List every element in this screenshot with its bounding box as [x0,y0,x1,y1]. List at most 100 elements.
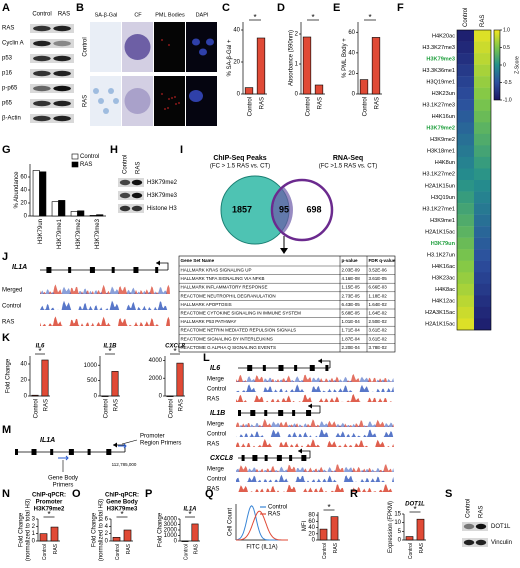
row-label: H3.3K36me1 [422,68,455,74]
y-tick-label: 0 [94,394,98,400]
legend-swatch [71,153,79,160]
crystal-violet-well [124,88,151,114]
nucleus [192,38,200,46]
y-tick-label: 5 [398,529,402,535]
gene-exon [241,455,245,461]
column-label: RAS [480,15,486,27]
y-tick-label: 80 [308,513,315,519]
stained-cell [98,98,104,104]
gene-exon [15,449,18,455]
y-tick-label: 4 [105,524,109,530]
gene-exon [292,410,296,416]
significance: * [188,510,191,519]
coverage-track [236,484,394,492]
column-label: PML Bodies [155,12,185,18]
bar [39,171,47,217]
table-cell: 3.52E-06 [369,267,388,272]
pml-body [168,44,170,46]
legend-label: Control [268,505,287,511]
bar [77,210,85,217]
row-label: H3K9me1 [430,218,455,224]
gene-exon [68,267,72,273]
heatmap-cell [457,156,474,169]
gene-name: CXCL8 [210,455,233,462]
bar [166,395,174,397]
row-label: H4K8un [435,160,455,166]
y-axis-label: Cell Count [228,508,234,536]
table-cell: REACTOME NEUTROPHIL DEGRANULATION [181,293,276,298]
heatmap-cell [457,191,474,204]
blot-band [131,192,143,199]
row-label: H2A3K15ac [425,310,455,316]
venn-title: (FC > 1.5 RAS vs. CT) [210,164,270,170]
micrograph [90,22,121,72]
bar [359,79,369,95]
gene-exon [50,449,54,455]
gene-exon [238,410,241,416]
x-tick-label: Control [306,97,312,116]
blot-band [53,85,71,92]
gene-exon [276,455,282,461]
coverage-track [236,419,394,427]
column-label: RAS [479,506,485,518]
x-tick-label: Control [104,399,110,418]
row-label: H3K79me2 [147,180,178,186]
x-tick-label: Control [363,97,369,116]
heatmap-cell [457,203,474,215]
x-tick-label: Control [169,399,175,418]
blot-band [33,85,51,92]
bar [330,516,339,541]
colorbar-tick-label: 0.5 [503,45,510,51]
bar [416,518,425,541]
panel-letter: R [350,488,358,500]
blot-band [53,100,71,107]
x-tick-label: RAS [53,543,59,554]
row-label: H3K79me3 [426,56,455,62]
bar [256,37,266,95]
table-cell: REACTOME NETRIN MEDIATED REPULSION SIGNA… [181,328,297,333]
table-cell: 4.16E-08 [342,276,361,281]
panel-letter: G [2,144,11,156]
heatmap-cell [474,30,491,42]
y-axis-label: (normalized to total H3) [98,499,104,561]
column-label: Control [466,499,472,518]
y-axis-label: MFI [302,521,308,532]
heatmap-cell [457,214,474,227]
y-tick-label: 0 [237,92,241,98]
stained-cell [113,98,119,104]
table-cell: 1.64E-02 [369,302,388,307]
column-label: RAS [58,12,70,18]
legend-label: RAS [80,162,92,168]
row-label: p65 [2,101,13,107]
table-cell: 2.20E-04 [342,345,361,350]
colorbar-tick-label: -1.0 [503,97,512,103]
bar [371,37,381,95]
coverage-track [236,376,394,382]
table-cell: 1.64E-02 [369,310,388,315]
blot-band [33,70,51,77]
venn-title: (FC >1.5 RAS vs. CT) [319,164,378,170]
blot-band [119,192,131,199]
blot-strip [30,24,74,33]
legend-label: RAS [268,512,280,518]
tss-arrowhead [308,403,312,409]
coordinate: 112,785,000 [112,462,137,467]
y-tick-label: 0 [352,92,356,98]
primer-label: Primers [53,483,74,489]
blot-strip [118,204,144,213]
heatmap-cell [457,306,474,319]
row-label: H3K79me2 [426,126,455,132]
row-label: p53 [2,56,13,62]
micrograph [122,76,153,126]
track-label: Control [2,304,21,310]
arrow-head [280,248,288,254]
blot-band [475,539,487,546]
panel-letter: N [2,488,10,500]
x-tick-label: H3K79un [38,219,44,244]
gene-name: IL1B [210,410,225,417]
heatmap-cell [474,249,491,261]
table-cell: 2.73E-05 [342,293,361,298]
x-tick-label: H3K79me3 [95,218,101,249]
coverage-track [236,394,394,402]
y-axis-label: % PML Body + [342,38,348,78]
